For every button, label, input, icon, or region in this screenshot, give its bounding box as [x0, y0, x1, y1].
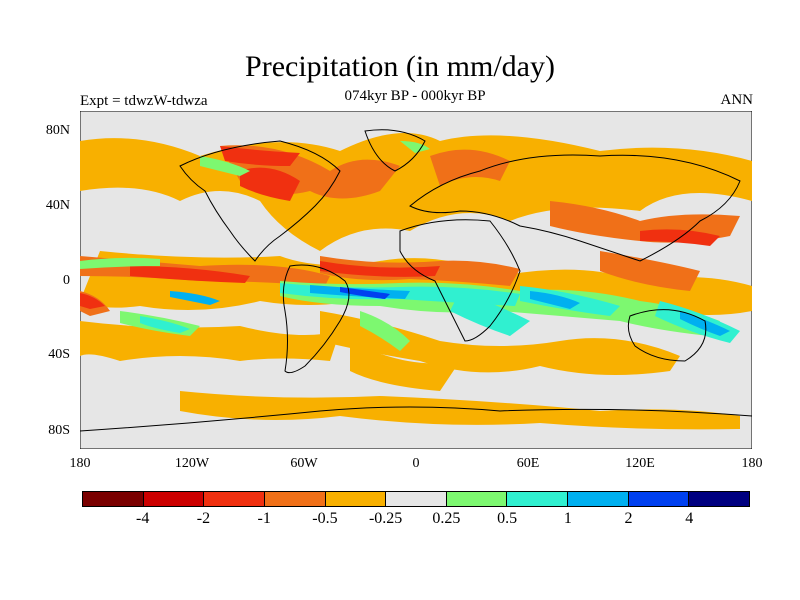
colorbar-swatch [689, 492, 750, 506]
colorbar-label: 4 [685, 510, 694, 527]
season-label: ANN [720, 92, 754, 108]
colorbar-label: 0.5 [497, 510, 518, 527]
lat-tick-80n: 80N [45, 123, 70, 138]
colorbar-swatch [628, 492, 690, 506]
colorbar-swatch [264, 492, 326, 506]
lon-tick-60e: 60E [516, 456, 540, 471]
lon-tick-120e: 120E [625, 456, 655, 471]
lon-tick-60w: 60W [290, 456, 318, 471]
lat-tick-40s: 40S [48, 347, 70, 362]
colorbar-label: -1 [257, 510, 271, 527]
colorbar-swatch [446, 492, 508, 506]
lat-tick-40n: 40N [45, 198, 70, 213]
colorbar [82, 491, 750, 507]
lat-tick-0: 0 [63, 273, 70, 288]
lon-tick-180w: 180 [69, 456, 91, 471]
colorbar-label: 2 [624, 510, 633, 527]
precip-anomaly-map [80, 111, 752, 449]
colorbar-swatch [83, 492, 144, 506]
colorbar-label: 1 [563, 510, 572, 527]
lat-tick-80s: 80S [48, 423, 70, 438]
lon-tick-120w: 120W [174, 456, 210, 471]
lon-tick-180e: 180 [741, 456, 763, 471]
colorbar-label: -2 [196, 510, 211, 527]
plot-title: Precipitation (in mm/day) [245, 50, 555, 83]
colorbar-swatch [386, 492, 447, 506]
coastlines [80, 129, 752, 432]
colorbar-swatch [568, 492, 629, 506]
colorbar-swatch [143, 492, 205, 506]
colorbar-label: 0.25 [432, 510, 461, 527]
anomaly-very-strong-wet [340, 287, 390, 299]
colorbar-label: -0.5 [312, 510, 338, 527]
colorbar-label: -0.25 [368, 510, 403, 527]
colorbar-label: -4 [136, 510, 150, 527]
lon-tick-0: 0 [412, 456, 420, 471]
experiment-label: Expt = tdwzW-tdwza [80, 93, 208, 109]
colorbar-swatch [325, 492, 387, 506]
colorbar-swatch [204, 492, 265, 506]
period-label: 074kyr BP - 000kyr BP [344, 88, 486, 104]
colorbar-swatch [507, 492, 569, 506]
